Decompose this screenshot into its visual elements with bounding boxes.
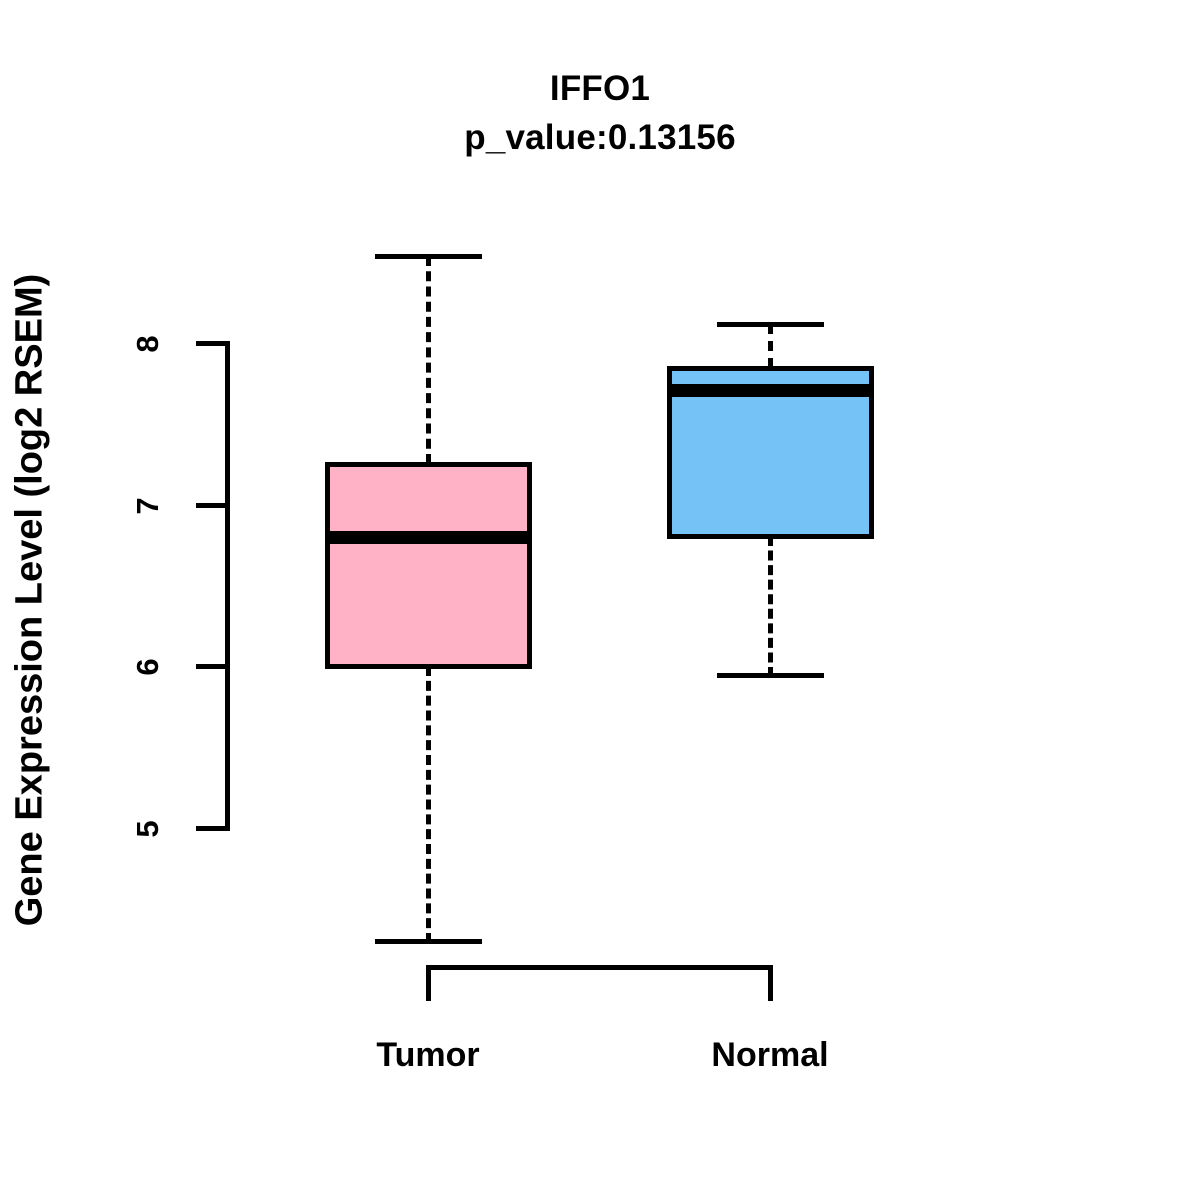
y-tick-label-7: 7 — [130, 497, 165, 515]
normal-upper-whisker-cap — [717, 322, 824, 327]
chart-subtitle-pvalue: p_value:0.13156 — [464, 118, 736, 157]
y-tick-mark-7 — [196, 503, 230, 508]
normal-lower-whisker-cap — [717, 673, 824, 678]
y-tick-label-8: 8 — [130, 335, 165, 353]
y-axis-line — [225, 341, 230, 830]
x-tick-label-normal: Normal — [711, 1036, 829, 1074]
y-tick-mark-5 — [196, 826, 230, 831]
tumor-median-line — [325, 531, 532, 544]
chart-title: IFFO1 — [549, 69, 651, 108]
y-tick-mark-8 — [196, 341, 230, 346]
tumor-lower-whisker-cap — [375, 939, 482, 944]
x-tick-mark-tumor — [426, 965, 431, 1001]
y-tick-label-5: 5 — [130, 820, 165, 838]
normal-median-line — [667, 384, 874, 397]
y-tick-mark-6 — [196, 664, 230, 669]
x-axis-line — [426, 965, 773, 970]
normal-upper-whisker-line — [768, 324, 773, 368]
tumor-upper-whisker-line — [426, 256, 431, 464]
y-axis-label: Gene Expression Level (log2 RSEM) — [8, 273, 51, 927]
x-tick-label-tumor: Tumor — [376, 1036, 480, 1074]
tumor-upper-whisker-cap — [375, 254, 482, 259]
tumor-lower-whisker-line — [426, 666, 431, 943]
y-axis-label-container: Gene Expression Level (log2 RSEM) — [0, 0, 60, 1200]
x-tick-mark-normal — [768, 965, 773, 1001]
y-tick-label-6: 6 — [130, 658, 165, 676]
tumor-box — [325, 462, 532, 669]
normal-lower-whisker-line — [768, 536, 773, 677]
